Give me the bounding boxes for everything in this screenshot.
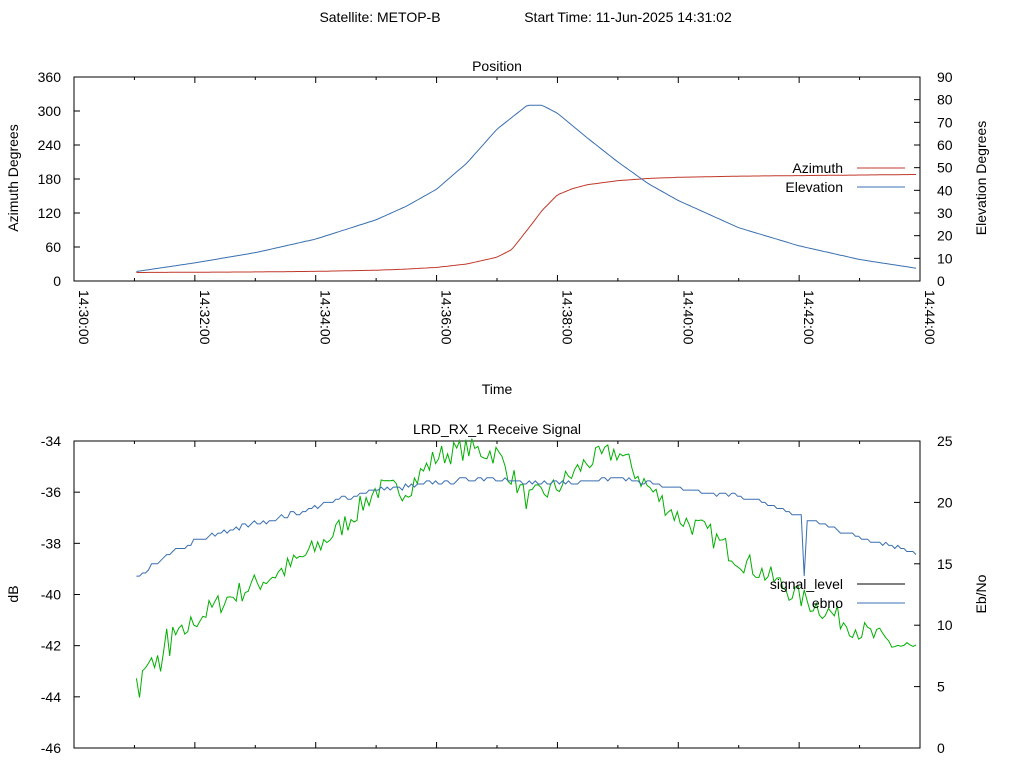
position-y2-tick-label: 90 (937, 69, 953, 85)
position-y-tick-label: 60 (45, 239, 61, 255)
signal-y2-tick-label: 15 (937, 556, 953, 572)
position-y-tick-label: 300 (38, 103, 62, 119)
position-series-azimuth-line (136, 174, 916, 273)
position-chart-title: Position (472, 58, 522, 74)
signal-y2-tick-label: 0 (937, 740, 945, 756)
signal-y-tick-label: -38 (41, 535, 61, 551)
signal-series-signal_level-line (135, 438, 917, 698)
position-x-tick-label: 14:30:00 (76, 290, 92, 345)
signal-y-tick-label: -34 (41, 433, 61, 449)
signal-y-tick-label: -40 (41, 587, 61, 603)
start-time-label: Start Time: 11-Jun-2025 14:31:02 (524, 9, 732, 25)
position-y2-tick-label: 20 (937, 228, 953, 244)
position-y2-tick-label: 30 (937, 205, 953, 221)
signal-y2-tick-label: 5 (937, 679, 945, 695)
receive-signal-chart: LRD_RX_1 Receive Signal dB Eb/No -46 -44 -… (5, 421, 989, 756)
signal-y-tick-label: -42 (41, 638, 61, 654)
position-chart: Position Time Azimuth Degrees Elevation … (5, 58, 989, 397)
position-y-tick-label: 360 (38, 69, 62, 85)
position-y2-tick-label: 40 (937, 182, 953, 198)
position-legend-label-azimuth: Azimuth (792, 160, 843, 176)
position-x-tick-label: 14:42:00 (801, 290, 817, 345)
position-y2-tick-label: 60 (937, 137, 953, 153)
signal-y-axis-label: dB (5, 585, 21, 602)
position-y-tick-label: 180 (38, 171, 62, 187)
position-y2-axis-label: Elevation Degrees (973, 121, 989, 235)
position-y2-tick-label: 80 (937, 92, 953, 108)
signal-y2-tick-label: 20 (937, 494, 953, 510)
signal-legend-label-ebno: ebno (812, 595, 843, 611)
position-legend-label-elevation: Elevation (785, 179, 843, 195)
signal-series-ebno-line (136, 477, 917, 577)
position-x-axis-label: Time (482, 381, 513, 397)
position-x-tick-label: 14:36:00 (439, 290, 455, 345)
position-y-axis-label: Azimuth Degrees (5, 124, 21, 231)
position-x-tick-label: 14:40:00 (680, 290, 696, 345)
position-y-tick-label: 0 (53, 273, 61, 289)
signal-legend-label-signal_level: signal_level (770, 576, 843, 592)
signal-y2-tick-label: 25 (937, 433, 953, 449)
position-series-elevation-line (136, 104, 917, 272)
signal-y-tick-label: -44 (41, 689, 61, 705)
signal-y2-tick-label: 10 (937, 617, 953, 633)
position-x-tick-label: 14:38:00 (559, 290, 575, 345)
position-y-tick-label: 120 (38, 205, 62, 221)
position-y2-tick-label: 50 (937, 160, 953, 176)
position-y2-tick-label: 10 (937, 250, 953, 266)
receive-signal-chart-title: LRD_RX_1 Receive Signal (413, 421, 581, 437)
position-x-tick-label: 14:32:00 (197, 290, 213, 345)
position-y-tick-label: 240 (38, 137, 62, 153)
signal-y-tick-label: -36 (41, 484, 61, 500)
signal-y-tick-label: -46 (41, 740, 61, 756)
position-x-tick-label: 14:44:00 (922, 290, 938, 345)
satellite-label: Satellite: METOP-B (319, 9, 440, 25)
position-x-tick-label: 14:34:00 (318, 290, 334, 345)
position-y2-tick-label: 70 (937, 114, 953, 130)
position-y2-tick-label: 0 (937, 273, 945, 289)
signal-y2-axis-label: Eb/No (973, 574, 989, 613)
